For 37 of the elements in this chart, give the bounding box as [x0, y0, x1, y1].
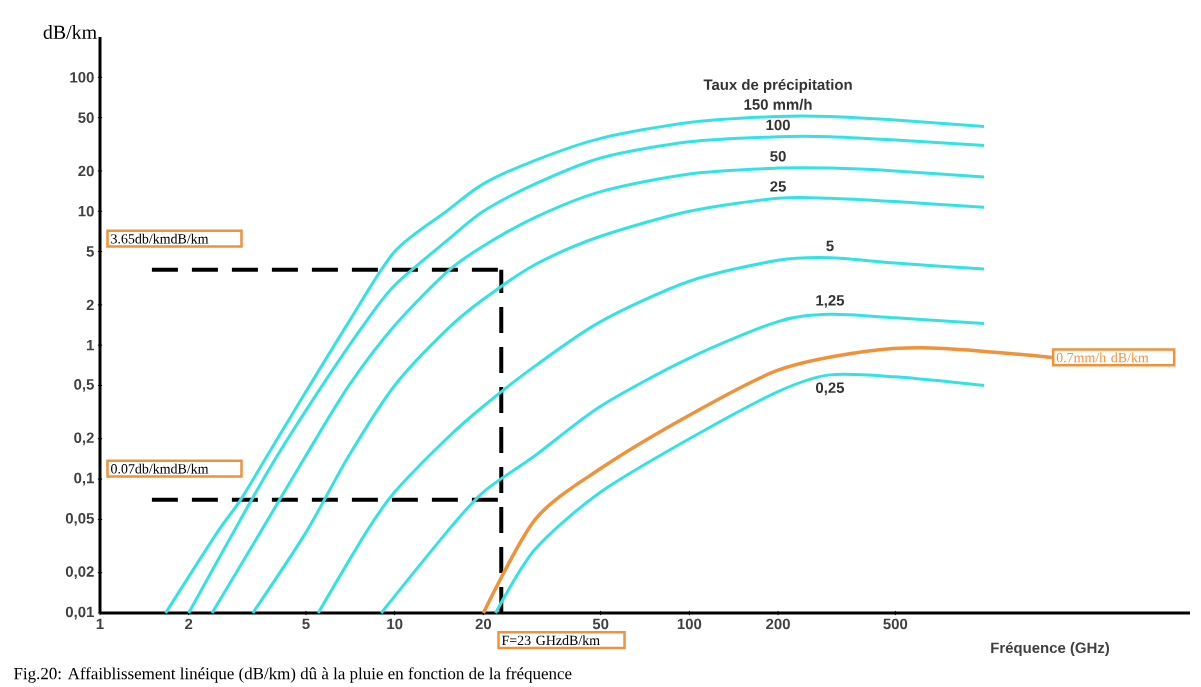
series-label: 0,25: [816, 382, 845, 396]
y-axis-title: dB/km: [43, 24, 97, 39]
y-tick-label: 100: [70, 72, 94, 83]
caption: Fig.20: Affaiblissement linéique (dB/km) dû à la pluie en fonction de la fréquence: [14, 667, 572, 683]
x-axis-title: Fréquence (GHz): [991, 641, 1110, 657]
y-tick-label: 10: [78, 205, 94, 217]
y-tick-label: 0,05: [65, 513, 94, 526]
x-tick-label: 2: [185, 618, 193, 630]
y-tick-label: 5: [86, 246, 94, 257]
series-label: 150 mm/h: [744, 98, 812, 110]
series-label: 50: [770, 150, 786, 162]
y-tick-label: 20: [78, 165, 94, 177]
ref-line-label: 0.07db/kmdB/km: [111, 463, 209, 474]
series-label: 1,25: [816, 295, 845, 308]
ref-line-label: F=23 GHzdB/km: [501, 635, 600, 646]
series-label: 0.7mm/h dB/km: [1056, 352, 1149, 363]
x-tick-label: 50: [592, 618, 609, 630]
series-label: 5: [826, 240, 834, 252]
x-tick-label: 1: [96, 618, 104, 629]
y-tick-label: 0,1: [74, 472, 94, 486]
y-tick-label: 0,2: [74, 432, 94, 446]
ref-line-label: 3.65db/kmdB/km: [111, 233, 209, 244]
x-tick-label: 500: [883, 618, 908, 630]
y-tick-label: 0,01: [65, 606, 94, 620]
y-tick-label: 1: [86, 340, 94, 351]
series-label: 25: [770, 181, 786, 192]
y-tick-label: 50: [78, 112, 94, 123]
y-tick-label: 2: [86, 299, 94, 311]
y-tick-label: 0,02: [65, 566, 94, 580]
x-tick-label: 100: [677, 618, 702, 630]
x-tick-label: 200: [766, 618, 790, 630]
x-tick-label: 5: [302, 618, 310, 630]
y-tick-label: 0,5: [74, 379, 94, 392]
x-tick-label: 20: [475, 618, 492, 630]
series-label: 100: [766, 119, 790, 131]
legend-title: Taux de précipitation: [703, 78, 852, 93]
x-tick-label: 10: [387, 618, 403, 630]
